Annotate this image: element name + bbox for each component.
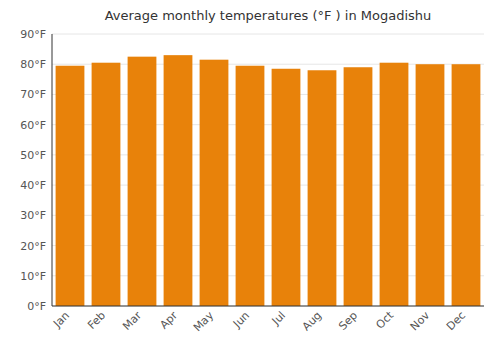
bar bbox=[200, 60, 229, 306]
grid-line bbox=[52, 34, 484, 35]
x-tick-label: Sep bbox=[336, 309, 360, 333]
x-tick-label: Nov bbox=[408, 309, 433, 334]
y-tick-label: 30°F bbox=[20, 209, 46, 222]
y-tick-label: 20°F bbox=[20, 240, 46, 253]
chart: Average monthly temperatures (°F ) in Mo… bbox=[0, 0, 500, 350]
x-tick-label: Mar bbox=[120, 309, 144, 333]
bars bbox=[56, 55, 481, 306]
bar bbox=[452, 64, 481, 306]
bar bbox=[164, 55, 193, 306]
x-tick-label: Apr bbox=[157, 309, 180, 332]
y-tick-label: 60°F bbox=[20, 119, 46, 132]
title: Average monthly temperatures (°F ) in Mo… bbox=[105, 8, 432, 23]
y-axis-line bbox=[52, 34, 53, 306]
x-axis-line bbox=[52, 306, 484, 307]
bar bbox=[92, 63, 121, 306]
bar bbox=[344, 67, 373, 306]
x-tick-label: Oct bbox=[373, 308, 396, 331]
grid-line bbox=[52, 306, 484, 307]
bar bbox=[380, 63, 409, 306]
bar bbox=[236, 66, 265, 306]
bar bbox=[308, 70, 337, 306]
x-tick-label: Aug bbox=[300, 309, 324, 333]
bar bbox=[56, 66, 85, 306]
y-tick-label: 10°F bbox=[20, 270, 46, 283]
bar bbox=[416, 64, 445, 306]
y-tick-label: 50°F bbox=[20, 149, 46, 162]
y-tick-label: 0°F bbox=[27, 300, 46, 313]
x-tick-label: Jan bbox=[50, 309, 72, 331]
x-tick-label: Dec bbox=[444, 309, 468, 333]
bar bbox=[128, 57, 157, 306]
y-tick-label: 80°F bbox=[20, 58, 46, 71]
x-tick-label: Feb bbox=[85, 309, 108, 332]
x-tick-label: Jul bbox=[269, 309, 288, 328]
y-tick-label: 70°F bbox=[20, 88, 46, 101]
bar bbox=[272, 69, 301, 306]
x-tick-label: May bbox=[191, 309, 217, 335]
y-tick-label: 40°F bbox=[20, 179, 46, 192]
x-tick-label: Jun bbox=[230, 309, 252, 331]
y-tick-label: 90°F bbox=[20, 28, 46, 41]
